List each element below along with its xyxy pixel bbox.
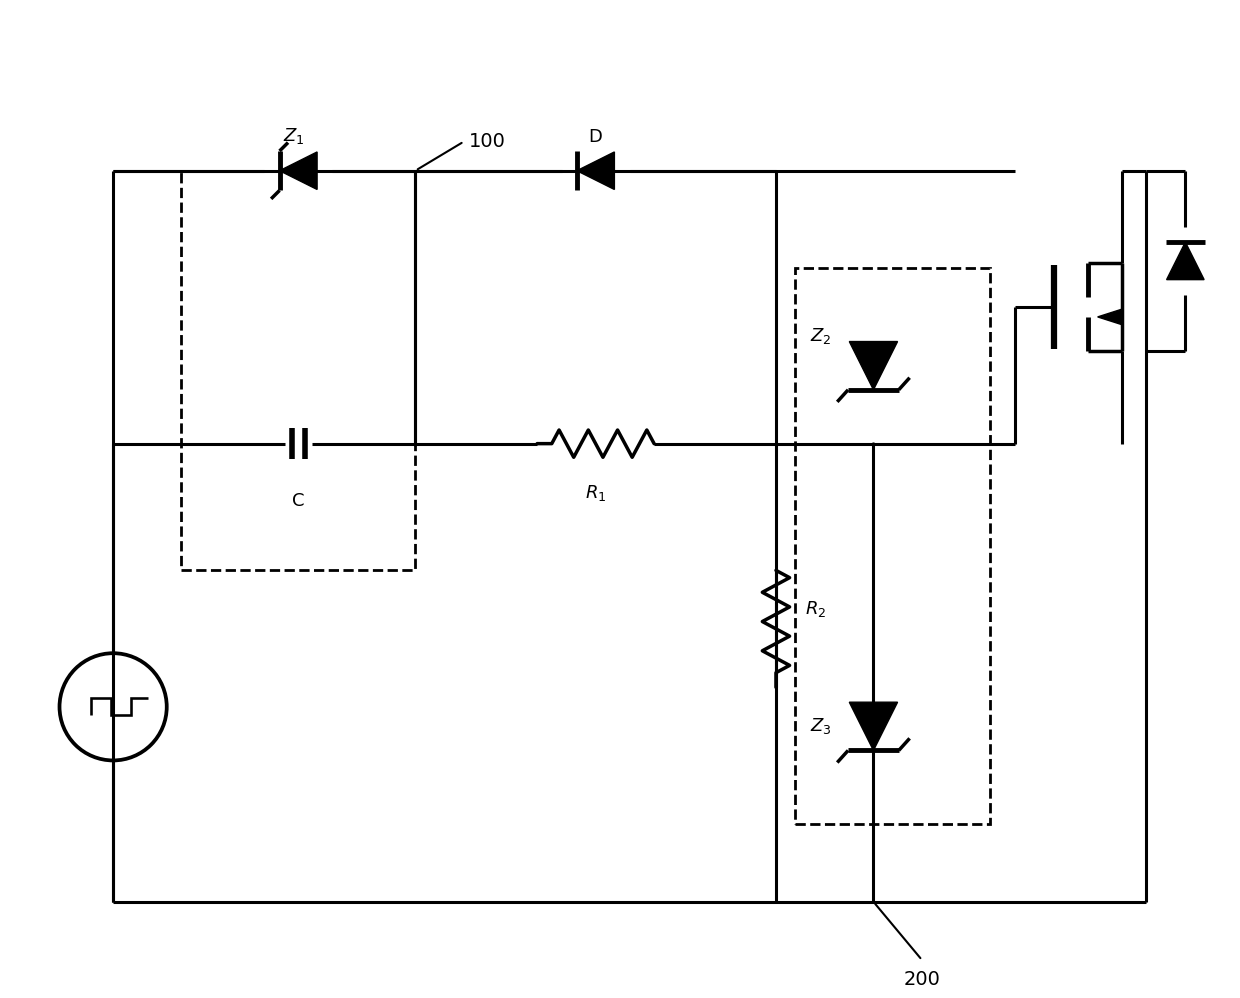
Text: 200: 200 [904,970,941,989]
Text: $R_1$: $R_1$ [585,483,606,503]
Text: $Z_1$: $Z_1$ [283,127,304,147]
Text: $R_2$: $R_2$ [805,600,827,620]
Text: $Z_2$: $Z_2$ [810,326,832,346]
Polygon shape [1167,243,1204,279]
Polygon shape [1097,309,1122,324]
Polygon shape [849,703,898,750]
Polygon shape [577,152,614,190]
Text: $Z_3$: $Z_3$ [810,717,832,737]
Text: D: D [589,129,603,147]
Polygon shape [849,341,898,390]
Polygon shape [279,152,317,190]
Text: 100: 100 [469,132,506,151]
Text: C: C [293,492,305,510]
